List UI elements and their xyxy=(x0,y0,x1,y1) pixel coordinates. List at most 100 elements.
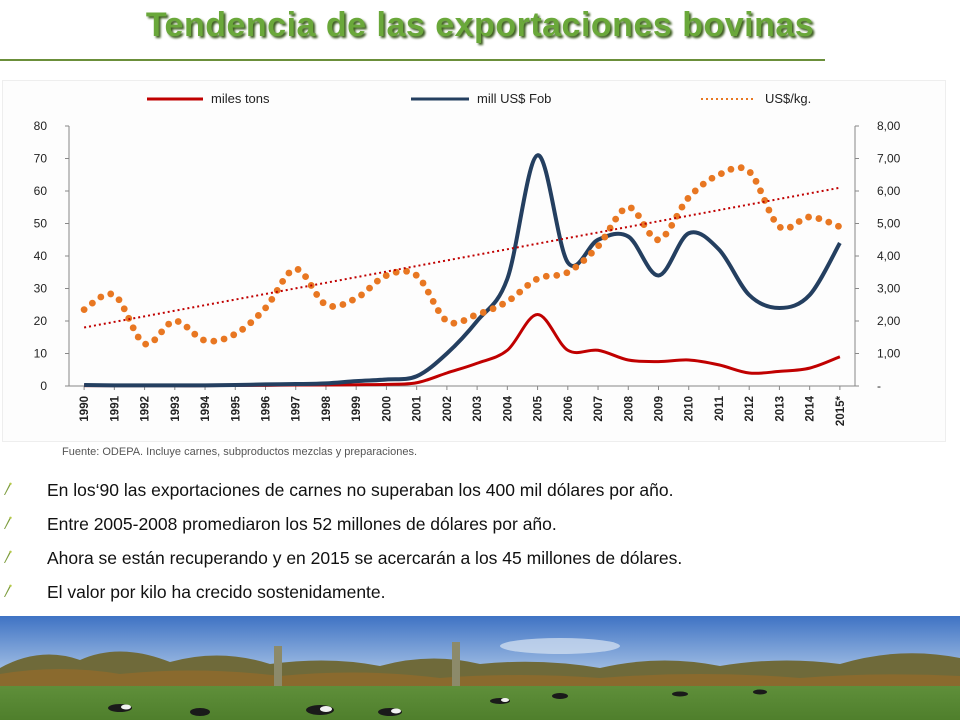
series-usd-kg-dot xyxy=(434,307,442,314)
x-tick-label: 1992 xyxy=(140,396,152,422)
series-usd-kg-dot xyxy=(752,177,760,185)
series-usd-kg-dot xyxy=(835,222,842,230)
x-tick-label: 2005 xyxy=(533,395,545,421)
series-usd-kg-dot xyxy=(699,180,707,188)
bullet-item: En los‘90 las exportaciones de carnes no… xyxy=(0,478,960,512)
series-usd-kg-dot xyxy=(524,281,532,289)
series-usd-kg-dot xyxy=(580,257,588,264)
series-usd-kg-path xyxy=(84,168,840,345)
y-right-tick-label: 5,00 xyxy=(877,217,901,231)
series-usd-kg-dot xyxy=(142,340,150,348)
series-usd-kg-dot xyxy=(247,319,255,327)
x-tick-label: 2000 xyxy=(381,396,393,422)
series-usd-kg-dot xyxy=(174,318,182,325)
series-usd-kg-dot xyxy=(97,293,105,301)
x-tick-label: 2004 xyxy=(502,395,514,421)
x-tick-label: 1997 xyxy=(291,396,303,422)
x-tick-label: 2003 xyxy=(472,396,484,422)
legend-label: miles tons xyxy=(211,91,270,106)
series-usd-kg-dot xyxy=(268,296,276,303)
bullet-text: Entre 2005-2008 promediaron los 52 millo… xyxy=(47,514,557,534)
series-usd-kg-dot xyxy=(412,271,420,279)
series-usd-kg-dot xyxy=(508,295,515,303)
series-usd-kg-dot xyxy=(120,305,128,313)
y-right-tick-label: 4,00 xyxy=(877,249,901,263)
series-usd-kg-dot xyxy=(737,164,745,172)
series-usd-kg-dot xyxy=(746,169,754,176)
series-usd-kg-dot xyxy=(441,315,448,323)
y-left-tick-label: 80 xyxy=(34,119,48,133)
series-usd-kg-dot xyxy=(612,215,620,223)
y-right-tick-label: - xyxy=(877,379,881,393)
y-left-tick-label: 30 xyxy=(34,282,48,296)
series-usd-kg-dot xyxy=(654,236,661,244)
series-usd-kg-dot xyxy=(761,197,769,204)
series-usd-kg-dot xyxy=(254,312,262,319)
series-usd-kg-dot xyxy=(220,335,228,343)
series-usd-kg-dot xyxy=(339,301,347,308)
x-tick-label: 2009 xyxy=(654,396,666,422)
series-usd-kg-dot xyxy=(349,296,356,304)
series-usd-kg-dot xyxy=(403,267,410,275)
series-usd-kg-dot xyxy=(313,291,321,298)
series-usd-kg-dot xyxy=(419,279,427,287)
series-usd-kg-dot xyxy=(765,206,773,214)
pasture-cattle-photo xyxy=(0,616,960,720)
series-usd-kg-dot xyxy=(191,330,199,338)
series-usd-kg-dot xyxy=(279,277,287,285)
x-tick-label: 2012 xyxy=(744,396,756,422)
y-left-tick-label: 0 xyxy=(40,379,47,393)
series-usd-kg-dot xyxy=(572,263,580,271)
bullet-text: El valor por kilo ha crecido sostenidame… xyxy=(47,582,386,602)
y-left-tick-label: 20 xyxy=(34,314,48,328)
series-usd-kg-dot xyxy=(230,331,238,339)
title-underline xyxy=(0,59,825,61)
series-usd-kg-dot xyxy=(460,317,468,324)
series-usd-kg-dot xyxy=(319,299,327,307)
series-usd-kg-dot xyxy=(708,174,716,182)
x-tick-label: 1999 xyxy=(351,396,363,422)
series-usd-kg-dot xyxy=(358,291,365,299)
series-usd-kg-dot xyxy=(542,272,550,280)
x-tick-label: 1995 xyxy=(230,395,242,421)
series-usd-kg-dot xyxy=(595,242,603,249)
bullet-list: En los‘90 las exportaciones de carnes no… xyxy=(0,478,960,614)
y-right-tick-label: 3,00 xyxy=(877,282,901,296)
y-right-tick-label: 8,00 xyxy=(877,119,901,133)
series-usd-kg-dot xyxy=(158,328,165,336)
x-tick-label: 1993 xyxy=(170,396,182,422)
y-right-tick-label: 6,00 xyxy=(877,184,901,198)
bullet-text: En los‘90 las exportaciones de carnes no… xyxy=(47,480,674,500)
x-tick-label: 2001 xyxy=(412,395,424,421)
series-usd-kg-dot xyxy=(88,299,96,307)
series-usd-kg-dot xyxy=(825,218,833,226)
x-tick-label: 2008 xyxy=(623,395,635,421)
x-tick-label: 1998 xyxy=(321,395,333,421)
series-usd-kg-dot xyxy=(601,233,609,241)
series-usd-kg-dot xyxy=(382,272,390,279)
series-usd-kg-dot xyxy=(634,212,642,220)
series-usd-kg-dot xyxy=(815,215,823,222)
series-usd-kg-dot xyxy=(606,224,614,232)
series-usd-kg-dot xyxy=(646,230,653,237)
series-usd-kg-dot xyxy=(479,309,487,316)
series-usd-kg-dot xyxy=(239,325,247,333)
series-usd-kg-dot xyxy=(134,333,142,341)
y-right-tick-label: 7,00 xyxy=(877,152,901,166)
series-usd-kg-dot xyxy=(294,266,302,273)
leaf-bullet-icon xyxy=(4,550,12,563)
series-usd-kg-dot xyxy=(717,170,725,178)
series-usd-kg-dot xyxy=(210,337,218,345)
series-usd-kg-dot xyxy=(691,187,699,195)
series-miles-tons-line xyxy=(84,313,841,388)
series-usd-kg-dot xyxy=(786,223,794,231)
series-usd-kg-dot xyxy=(115,296,123,304)
series-usd-kg-dot xyxy=(80,306,88,314)
series-usd-kg-dot xyxy=(373,277,381,285)
series-usd-kg-dot xyxy=(107,290,115,298)
series-usd-kg-dot xyxy=(499,300,506,308)
legend-label: US$/kg. xyxy=(765,91,811,106)
series-usd-kg-dot xyxy=(516,288,524,296)
bullet-item: Ahora se están recuperando y en 2015 se … xyxy=(0,546,960,580)
export-trend-chart: 0 10 20 30 40 50 60 70 80 - 1,00 2,00 3,00 4,00 5,00 6,… xyxy=(34,91,901,426)
